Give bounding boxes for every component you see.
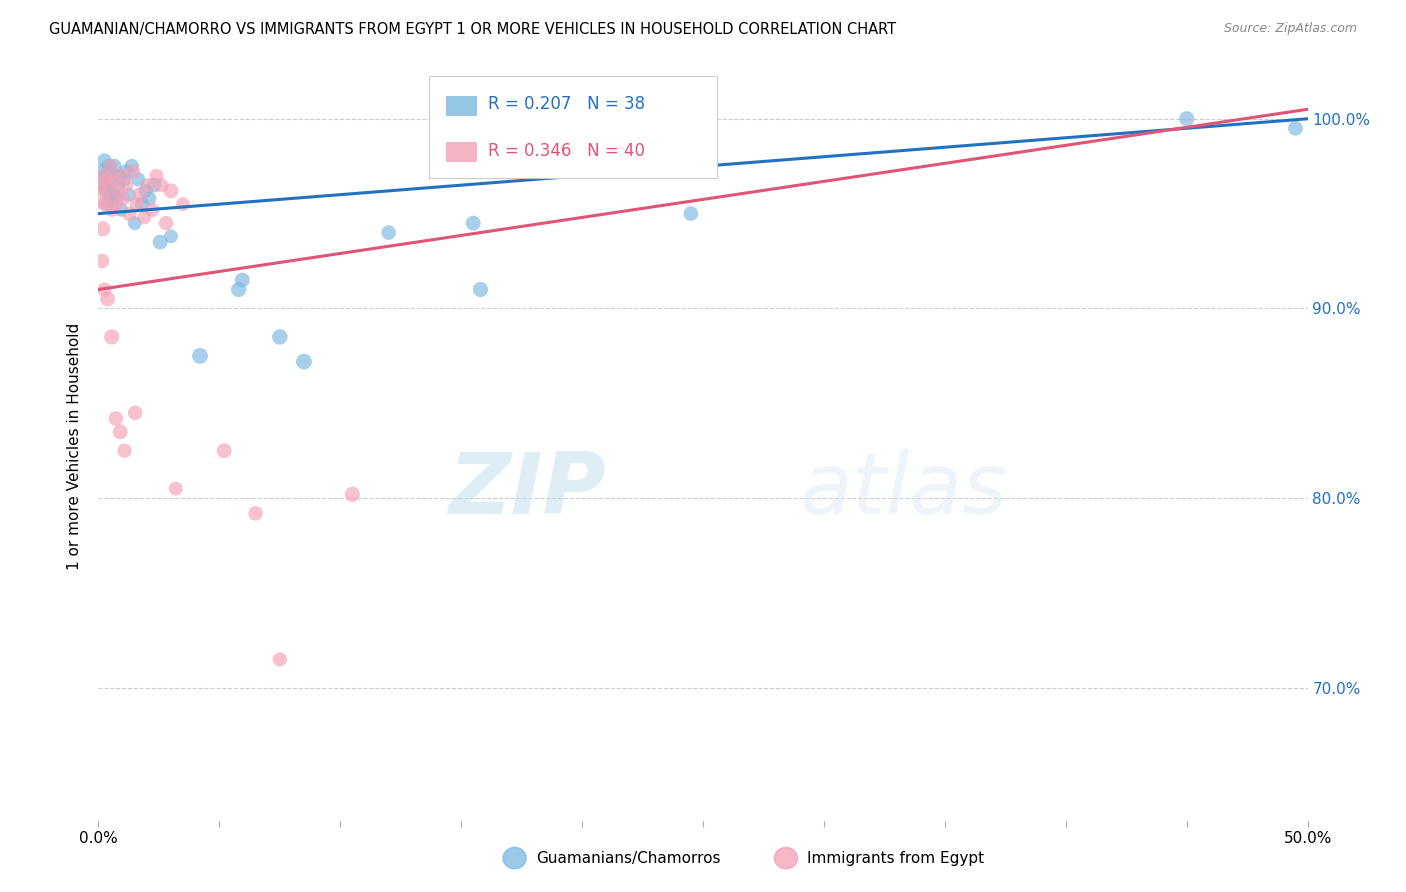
Circle shape — [503, 847, 526, 869]
Point — [112, 191, 135, 205]
Point — [104, 411, 127, 425]
Text: R = 0.346   N = 40: R = 0.346 N = 40 — [488, 142, 645, 160]
Point — [136, 178, 159, 193]
Y-axis label: 1 or more Vehicles in Household: 1 or more Vehicles in Household — [67, 322, 83, 570]
Point — [160, 184, 183, 198]
Point — [1284, 121, 1306, 136]
Point — [342, 487, 364, 501]
Circle shape — [775, 847, 797, 869]
Point — [91, 222, 114, 236]
Point — [124, 406, 146, 420]
Point — [91, 165, 114, 179]
Point — [118, 206, 141, 220]
Point — [91, 254, 114, 268]
Point — [108, 425, 131, 439]
Text: GUAMANIAN/CHAMORRO VS IMMIGRANTS FROM EGYPT 1 OR MORE VEHICLES IN HOUSEHOLD CORR: GUAMANIAN/CHAMORRO VS IMMIGRANTS FROM EG… — [49, 22, 897, 37]
Point — [155, 216, 177, 230]
Point — [101, 202, 124, 217]
Point — [97, 197, 120, 211]
Text: Immigrants from Egypt: Immigrants from Egypt — [807, 851, 984, 865]
Point — [1175, 112, 1198, 126]
Point — [679, 206, 702, 220]
Point — [90, 178, 112, 193]
Point — [93, 169, 115, 183]
Text: R = 0.207   N = 38: R = 0.207 N = 38 — [488, 95, 645, 113]
Point — [96, 184, 118, 198]
Point — [104, 197, 127, 211]
Point — [131, 197, 153, 211]
Point — [150, 178, 173, 193]
Point — [98, 172, 121, 186]
Point — [97, 184, 120, 198]
Point — [107, 184, 129, 198]
Point — [165, 482, 187, 496]
Point — [121, 159, 143, 173]
Point — [101, 187, 124, 202]
Point — [228, 283, 250, 297]
Point — [93, 153, 115, 168]
Point — [138, 191, 160, 205]
Point — [292, 354, 315, 368]
Point — [127, 172, 149, 186]
Point — [125, 197, 148, 211]
Point — [172, 197, 194, 211]
Point — [97, 292, 120, 306]
Point — [124, 216, 146, 230]
Point — [107, 178, 129, 193]
Point — [129, 187, 152, 202]
Text: Source: ZipAtlas.com: Source: ZipAtlas.com — [1223, 22, 1357, 36]
Point — [135, 184, 157, 198]
Point — [231, 273, 253, 287]
Point — [94, 197, 117, 211]
Point — [470, 283, 492, 297]
Point — [188, 349, 211, 363]
Point — [143, 178, 166, 193]
Point — [89, 191, 111, 205]
Point — [93, 283, 115, 297]
Point — [100, 330, 122, 344]
Point — [115, 178, 138, 193]
Point — [269, 330, 291, 344]
Point — [134, 211, 156, 225]
Point — [377, 226, 399, 240]
Point — [212, 443, 235, 458]
Point — [160, 229, 183, 244]
Point — [91, 178, 114, 193]
Point — [245, 506, 267, 520]
Text: ZIP: ZIP — [449, 450, 606, 533]
Point — [118, 187, 141, 202]
Point — [121, 165, 143, 179]
Point — [104, 191, 127, 205]
Point — [149, 235, 172, 249]
Point — [100, 165, 122, 179]
Point — [108, 169, 131, 183]
Text: Guamanians/Chamorros: Guamanians/Chamorros — [536, 851, 720, 865]
Point — [110, 169, 132, 183]
Point — [269, 652, 291, 666]
Point — [114, 443, 136, 458]
Text: atlas: atlas — [800, 450, 1008, 533]
Point — [103, 159, 125, 173]
Point — [103, 172, 125, 186]
Point — [100, 159, 122, 173]
Point — [463, 216, 485, 230]
Point — [110, 202, 132, 217]
Point — [96, 172, 118, 186]
Point — [145, 169, 167, 183]
Point — [112, 172, 135, 186]
Point — [115, 165, 138, 179]
Point — [97, 159, 120, 173]
Point — [94, 169, 117, 183]
Point — [141, 202, 163, 217]
